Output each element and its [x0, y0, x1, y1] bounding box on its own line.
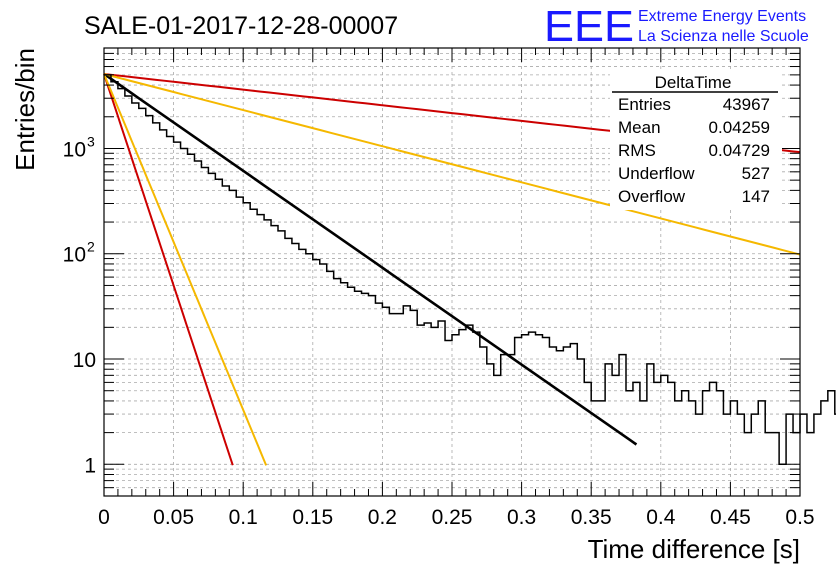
fit-curve-4 — [103, 73, 268, 466]
stats-row-label: RMS — [618, 141, 656, 160]
stats-row-label: Mean — [618, 118, 661, 137]
eee-logo-line1: Extreme Energy Events — [638, 8, 806, 25]
stats-box: DeltaTime Entries 43967 Mean 0.04259 RMS 0.04… — [610, 70, 782, 210]
stats-box-title: DeltaTime — [655, 73, 732, 92]
chart-title: SALE-01-2017-12-28-00007 — [84, 12, 398, 40]
x-tick-labels: 0 0.05 0.1 0.15 0.2 0.25 0.3 0.35 0.4 0.45 0.5 — [98, 506, 814, 529]
x-tick-label: 0.5 — [785, 506, 814, 529]
stats-box-background — [610, 70, 782, 210]
y-axis-label: Entries/bin — [10, 48, 40, 171]
y-tick-label: 10 — [63, 244, 86, 267]
y-tick-label: 1 — [84, 454, 96, 477]
stats-row-value: 0.04259 — [709, 118, 770, 137]
stats-row-label: Overflow — [618, 187, 686, 206]
x-tick-label: 0.35 — [571, 506, 612, 529]
x-tick-label: 0.15 — [292, 506, 333, 529]
axis-ticks — [103, 47, 801, 497]
stats-row-value: 527 — [742, 164, 770, 183]
stats-rows: Entries 43967 Mean 0.04259 RMS 0.04729 Underfl… — [618, 95, 770, 206]
y-tick-exponent: 3 — [87, 133, 95, 149]
y-tick-label: 10 — [73, 349, 96, 372]
eee-logo: EEE Extreme Energy Events La Scienza nel… — [540, 2, 836, 51]
x-tick-label: 0.05 — [153, 506, 194, 529]
fit-curve-0 — [103, 72, 638, 446]
x-tick-label: 0.45 — [710, 506, 751, 529]
histogram-bars — [104, 74, 836, 466]
x-tick-label: 0.3 — [507, 506, 536, 529]
x-tick-label: 0.4 — [646, 506, 676, 529]
x-tick-label: 0.2 — [368, 506, 397, 529]
x-tick-label: 0.25 — [432, 506, 473, 529]
y-tick-label: 10 — [63, 138, 86, 161]
x-tick-label: 0.1 — [229, 506, 258, 529]
stats-row-label: Entries — [618, 95, 671, 114]
stats-row-value: 0.04729 — [709, 141, 770, 160]
x-tick-label: 0 — [98, 506, 110, 529]
eee-logo-line2: La Scienza nelle Scuole — [638, 28, 809, 45]
eee-logo-mark: EEE — [544, 2, 634, 50]
histogram-outline — [104, 74, 836, 466]
x-axis-label: Time difference [s] — [588, 534, 800, 564]
y-tick-exponent: 2 — [87, 239, 95, 255]
stats-row-value: 43967 — [723, 95, 770, 114]
fit-curve-2 — [103, 73, 801, 256]
fit-curve-3 — [103, 73, 234, 466]
stats-row-label: Underflow — [618, 164, 695, 183]
stats-row-value: 147 — [742, 187, 770, 206]
